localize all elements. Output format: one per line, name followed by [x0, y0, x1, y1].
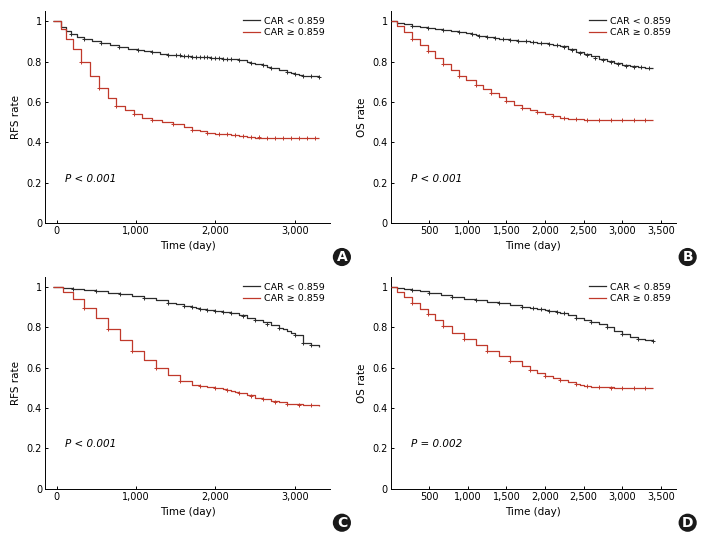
X-axis label: Time (day): Time (day)	[505, 242, 561, 251]
Legend: CAR < 0.859, CAR ≥ 0.859: CAR < 0.859, CAR ≥ 0.859	[240, 279, 328, 307]
X-axis label: Time (day): Time (day)	[505, 507, 561, 517]
Text: D: D	[682, 516, 693, 529]
Text: C: C	[337, 516, 347, 529]
Text: P = 0.002: P = 0.002	[411, 439, 462, 449]
Y-axis label: OS rate: OS rate	[357, 97, 367, 137]
Y-axis label: RFS rate: RFS rate	[11, 361, 21, 405]
Y-axis label: RFS rate: RFS rate	[11, 95, 21, 139]
Text: P < 0.001: P < 0.001	[411, 173, 462, 184]
Text: B: B	[683, 250, 693, 264]
X-axis label: Time (day): Time (day)	[160, 507, 216, 517]
X-axis label: Time (day): Time (day)	[160, 242, 216, 251]
Legend: CAR < 0.859, CAR ≥ 0.859: CAR < 0.859, CAR ≥ 0.859	[240, 13, 328, 41]
Text: A: A	[337, 250, 347, 264]
Legend: CAR < 0.859, CAR ≥ 0.859: CAR < 0.859, CAR ≥ 0.859	[586, 279, 674, 307]
Y-axis label: OS rate: OS rate	[357, 363, 367, 403]
Text: P < 0.001: P < 0.001	[65, 439, 116, 449]
Legend: CAR < 0.859, CAR ≥ 0.859: CAR < 0.859, CAR ≥ 0.859	[586, 13, 674, 41]
Text: P < 0.001: P < 0.001	[65, 173, 116, 184]
